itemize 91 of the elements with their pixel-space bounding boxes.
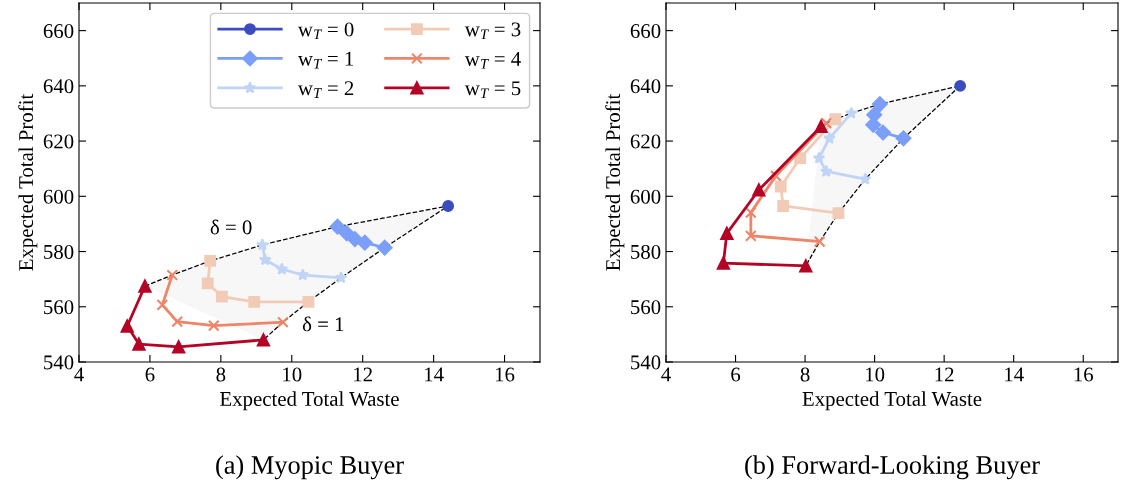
- point: [845, 106, 858, 119]
- y-tick-label: 660: [630, 23, 661, 39]
- legend-label: w$_{T}$ = 1: [297, 51, 354, 69]
- point: [376, 239, 393, 256]
- point: [752, 183, 766, 197]
- point: [216, 290, 228, 303]
- point: [120, 319, 134, 333]
- text: (a) Myopic Buyer: [216, 455, 404, 480]
- x-tick-label: 10: [283, 367, 302, 382]
- y-tick-label: 640: [43, 79, 74, 94]
- legend-label: w$_{T}$ = 3: [464, 22, 521, 40]
- point: [277, 316, 289, 329]
- point: [813, 235, 826, 248]
- x-tick-label: 8: [800, 367, 810, 382]
- y-tick-label: 660: [43, 23, 74, 39]
- point: [812, 151, 826, 164]
- x-tick-label: 14: [425, 367, 444, 382]
- point: [871, 96, 888, 112]
- y-tick-label: 560: [44, 300, 74, 315]
- point: [875, 124, 891, 141]
- annotation: δ = 0: [210, 219, 252, 235]
- legend-label: w$_{T}$ = 5: [464, 81, 521, 98]
- point: [258, 253, 272, 266]
- x-tick-label: 4: [661, 367, 671, 382]
- point: [823, 131, 836, 144]
- x-tick-label: 16: [1074, 367, 1094, 382]
- point: [356, 234, 373, 251]
- point: [774, 180, 787, 193]
- point: [832, 207, 845, 220]
- y-tick-label: 600: [630, 189, 661, 204]
- x-tick-label: 6: [145, 367, 155, 382]
- y-tick-label: 620: [630, 134, 661, 149]
- x-tick-label: 6: [731, 367, 741, 382]
- point: [819, 164, 833, 177]
- point: [799, 259, 813, 273]
- y-axis-title: Expected Total Profit: [605, 93, 625, 271]
- point: [329, 218, 346, 235]
- point: [156, 298, 169, 311]
- y-tick-label: 640: [630, 79, 661, 94]
- point: [716, 256, 730, 270]
- point: [895, 130, 912, 147]
- x-axis-title: Expected Total Waste: [802, 391, 982, 411]
- y-tick-label: 620: [43, 134, 74, 149]
- legend-label: w$_{T}$ = 0: [297, 22, 354, 40]
- point: [820, 117, 833, 130]
- legend-label: w$_{T}$ = 2: [297, 81, 354, 98]
- x-tick-label: 8: [216, 367, 226, 382]
- point: [256, 238, 269, 251]
- point: [302, 295, 315, 308]
- point: [346, 231, 363, 248]
- point: [777, 200, 790, 212]
- y-tick-label: 560: [631, 300, 661, 315]
- annotation: δ = 1: [302, 316, 344, 332]
- point: [207, 319, 220, 332]
- x-tick-label: 4: [74, 367, 84, 382]
- y-tick-label: 540: [44, 355, 74, 370]
- y-axis-title: Expected Total Profit: [18, 93, 38, 271]
- point: [166, 269, 179, 281]
- y-tick-label: 600: [43, 189, 74, 204]
- x-tick-label: 12: [354, 367, 372, 382]
- point: [954, 79, 967, 92]
- point: [720, 226, 734, 240]
- x-tick-label: 12: [935, 367, 954, 382]
- x-tick-label: 16: [495, 367, 515, 382]
- y-tick-label: 540: [631, 355, 661, 370]
- point: [744, 229, 757, 242]
- point: [296, 268, 310, 281]
- x-tick-label: 10: [866, 367, 885, 382]
- point: [442, 200, 455, 212]
- y-tick-label: 580: [44, 244, 74, 259]
- point: [814, 119, 828, 134]
- point: [201, 277, 214, 290]
- text: (b) Forward-Looking Buyer: [745, 455, 1040, 480]
- y-tick-label: 580: [631, 244, 661, 259]
- x-axis-title: Expected Total Waste: [220, 391, 399, 411]
- point: [132, 337, 146, 351]
- point: [794, 152, 807, 165]
- point: [334, 271, 348, 284]
- point: [769, 169, 782, 182]
- point: [248, 295, 261, 308]
- point: [744, 206, 757, 219]
- point: [275, 262, 289, 275]
- point: [171, 315, 184, 328]
- point: [172, 340, 186, 354]
- point: [204, 255, 217, 267]
- point: [138, 279, 152, 293]
- point: [858, 172, 872, 185]
- x-tick-label: 14: [1005, 367, 1024, 382]
- point: [256, 333, 270, 347]
- point: [829, 113, 842, 126]
- legend-label: w$_{T}$ = 4: [464, 52, 521, 69]
